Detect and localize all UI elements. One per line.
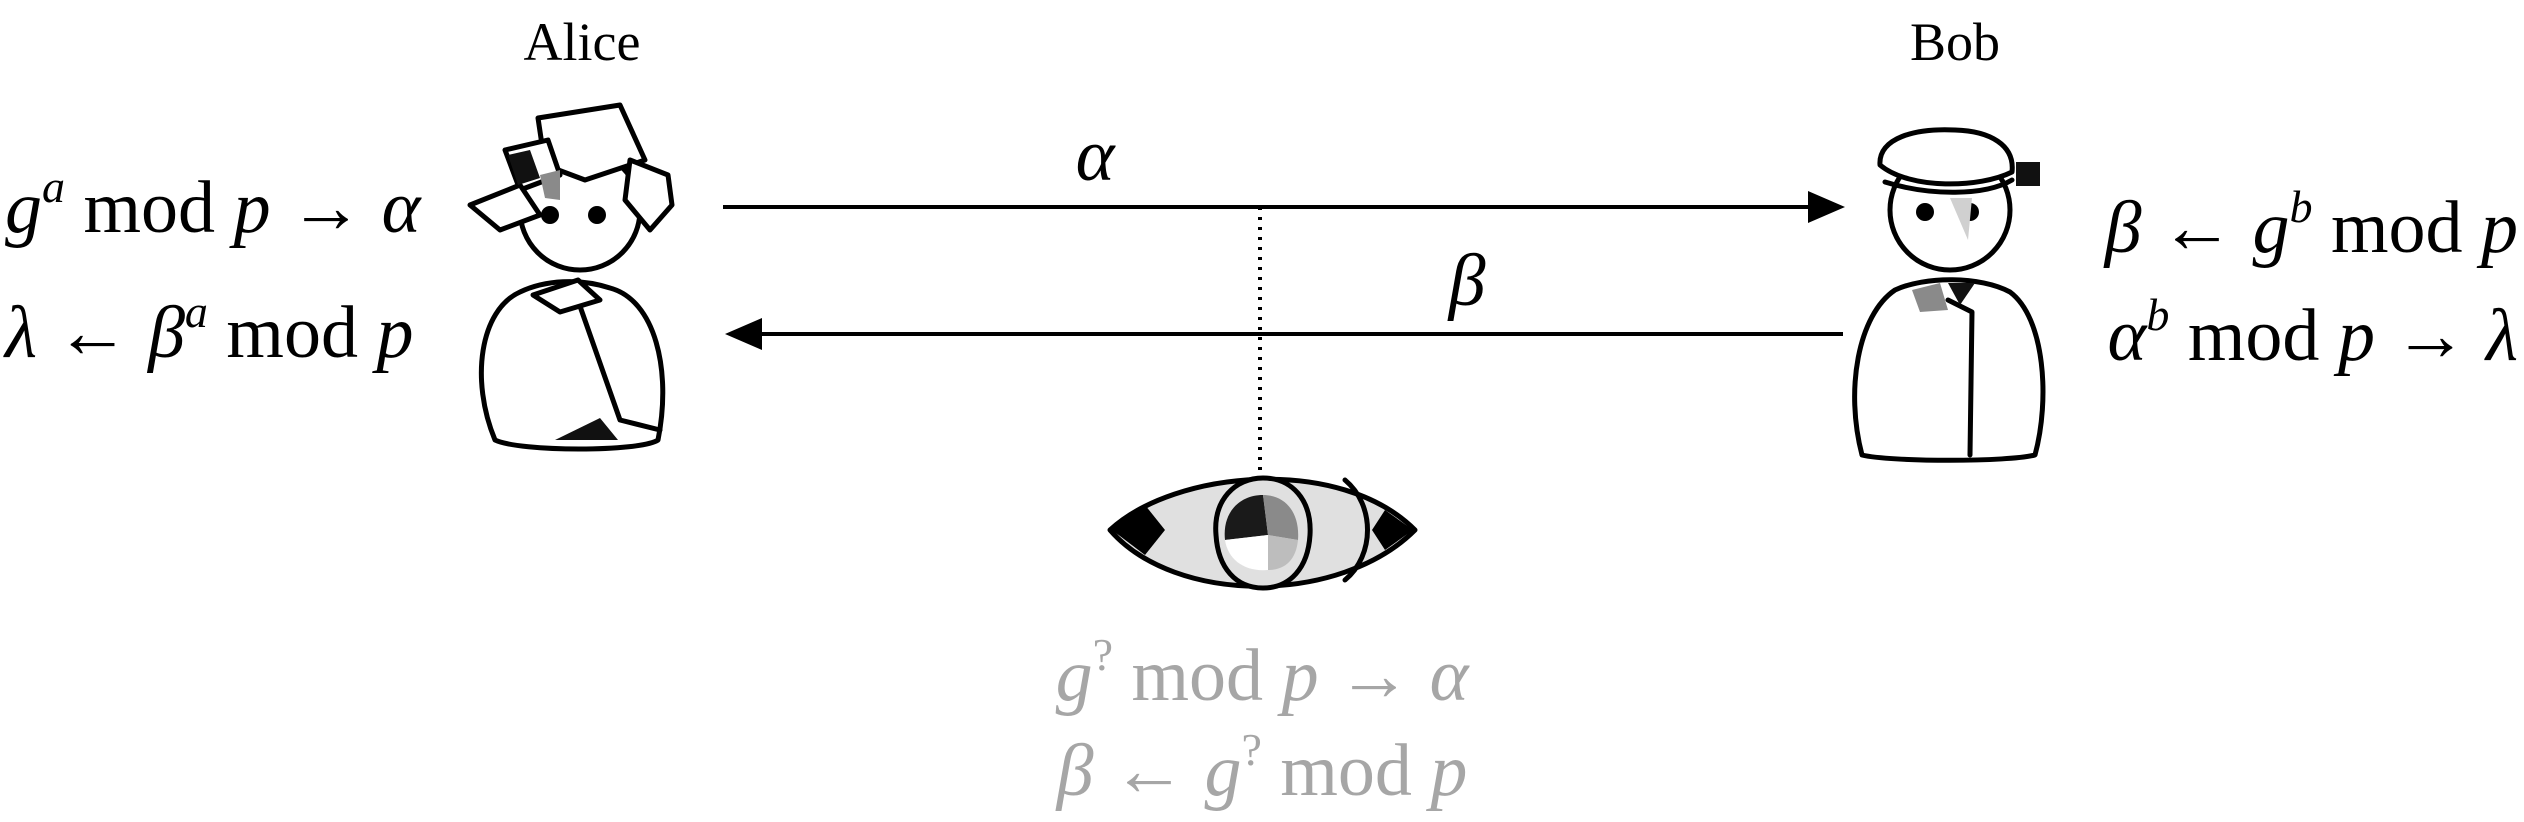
alice-equation-2: λ ← βa mod p	[3, 286, 413, 374]
bob-name: Bob	[1910, 12, 2000, 72]
beta-message-label: β	[1447, 240, 1486, 322]
person-with-cap-icon	[1852, 127, 2046, 463]
bob-equation-1: β ← gb mod p	[2103, 181, 2518, 269]
person-with-hat-icon	[467, 102, 675, 452]
alpha-message-label: α	[1076, 115, 1117, 197]
eye-icon	[1107, 475, 1418, 591]
bob-to-alice-arrow	[725, 318, 1843, 350]
alice-to-bob-arrow	[723, 191, 1845, 223]
bob-equation-2: αb mod p → λ	[2108, 289, 2518, 377]
eavesdropper-equation-1: g? mod p → α	[1056, 629, 1471, 717]
alice-equation-1: ga mod p → α	[5, 161, 423, 249]
eavesdropper-equation-2: β ← g? mod p	[1055, 724, 1468, 812]
alice-name: Alice	[524, 12, 641, 72]
